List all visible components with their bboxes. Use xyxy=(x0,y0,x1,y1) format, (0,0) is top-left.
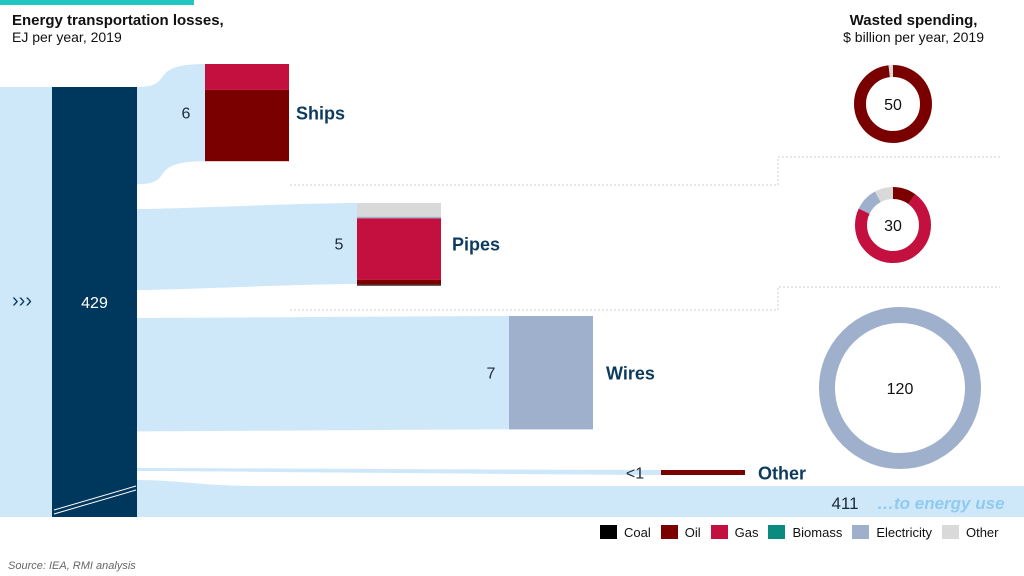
legend-swatch-gas xyxy=(710,525,728,539)
legend-item-gas: Gas xyxy=(710,524,759,540)
flow-band-ships xyxy=(137,64,205,185)
energy-use-label: …to energy use xyxy=(877,494,1005,513)
separator-line-2 xyxy=(290,286,1000,311)
category-label-wires: Wires xyxy=(606,364,655,384)
category-label-pipes: Pipes xyxy=(452,235,500,255)
donut-slice-wires-electricity xyxy=(819,307,981,469)
donut-slice-ships-other xyxy=(854,65,932,143)
legend-label-biomass: Biomass xyxy=(792,524,843,540)
donut-total-pipes: 30 xyxy=(884,218,902,235)
category-label-ships: Ships xyxy=(296,104,345,124)
legend: Coal Oil Gas Biomass Electricity Other xyxy=(600,522,1008,542)
value-label-wires: 7 xyxy=(487,366,496,383)
legend-item-other: Other xyxy=(941,524,999,540)
legend-swatch-other xyxy=(941,525,959,539)
total-value-label: 429 xyxy=(81,295,108,312)
legend-label-gas: Gas xyxy=(734,524,759,540)
bar-segment-pipes-electricity xyxy=(357,216,441,219)
bar-segment-pipes-oil xyxy=(357,279,441,285)
remaining-value-label: 411 xyxy=(831,494,858,513)
losses-subtitle: EJ per year, 2019 xyxy=(12,29,122,45)
header-accent-bar xyxy=(0,0,194,5)
flow-band-other xyxy=(137,468,661,475)
inflow-chevron-icon: ››› xyxy=(12,290,32,312)
spending-subtitle: $ billion per year, 2019 xyxy=(843,29,984,45)
bar-segment-wires-electricity xyxy=(509,316,593,430)
inflow-band xyxy=(0,87,52,517)
value-label-ships: 6 xyxy=(182,106,191,123)
legend-item-electricity: Electricity xyxy=(852,525,932,540)
legend-label-other: Other xyxy=(965,524,999,540)
bar-segment-pipes-other xyxy=(357,203,441,217)
value-label-pipes: 5 xyxy=(335,237,344,254)
legend-swatch-coal xyxy=(600,525,617,539)
flow-band-pipes xyxy=(137,203,357,290)
total-bar-break-line-2 xyxy=(53,489,137,515)
right-chart-title: Wasted spending, $ billion per year, 201… xyxy=(843,12,984,45)
bar-segment-ships-oil xyxy=(205,89,289,162)
category-label-other: Other xyxy=(758,464,806,484)
value-label-other: <1 xyxy=(626,466,644,483)
legend-item-coal: Coal xyxy=(600,525,651,540)
donut-slice-pipes-gas xyxy=(855,187,931,263)
source-note: Source: IEA, RMI analysis xyxy=(8,560,136,572)
legend-swatch-biomass xyxy=(768,525,786,539)
legend-label-electricity: Electricity xyxy=(876,524,932,540)
total-bar xyxy=(52,87,137,517)
flow-band-wires xyxy=(137,316,509,432)
separator-line-1 xyxy=(290,156,1000,186)
legend-item-biomass: Biomass xyxy=(768,525,842,540)
donut-slice-pipes-other xyxy=(855,187,931,263)
bar-segment-other-oil xyxy=(661,470,745,475)
bar-segment-ships-gas xyxy=(205,64,289,90)
legend-label-oil: Oil xyxy=(684,524,701,540)
bar-segment-pipes-gas xyxy=(357,218,441,280)
legend-label-coal: Coal xyxy=(624,524,651,540)
donut-total-ships: 50 xyxy=(884,97,902,114)
donut-total-wires: 120 xyxy=(887,381,914,398)
flow-band-energy-use xyxy=(137,480,1024,517)
legend-item-oil: Oil xyxy=(660,524,701,540)
total-bar-break-line xyxy=(53,485,137,511)
legend-swatch-electricity xyxy=(852,525,870,539)
spending-title: Wasted spending, xyxy=(849,12,978,29)
left-chart-title: Energy transportation losses, EJ per yea… xyxy=(12,12,224,45)
legend-swatch-oil xyxy=(660,525,678,539)
losses-title: Energy transportation losses, xyxy=(12,12,224,29)
bar-segment-pipes-coal xyxy=(357,284,441,286)
